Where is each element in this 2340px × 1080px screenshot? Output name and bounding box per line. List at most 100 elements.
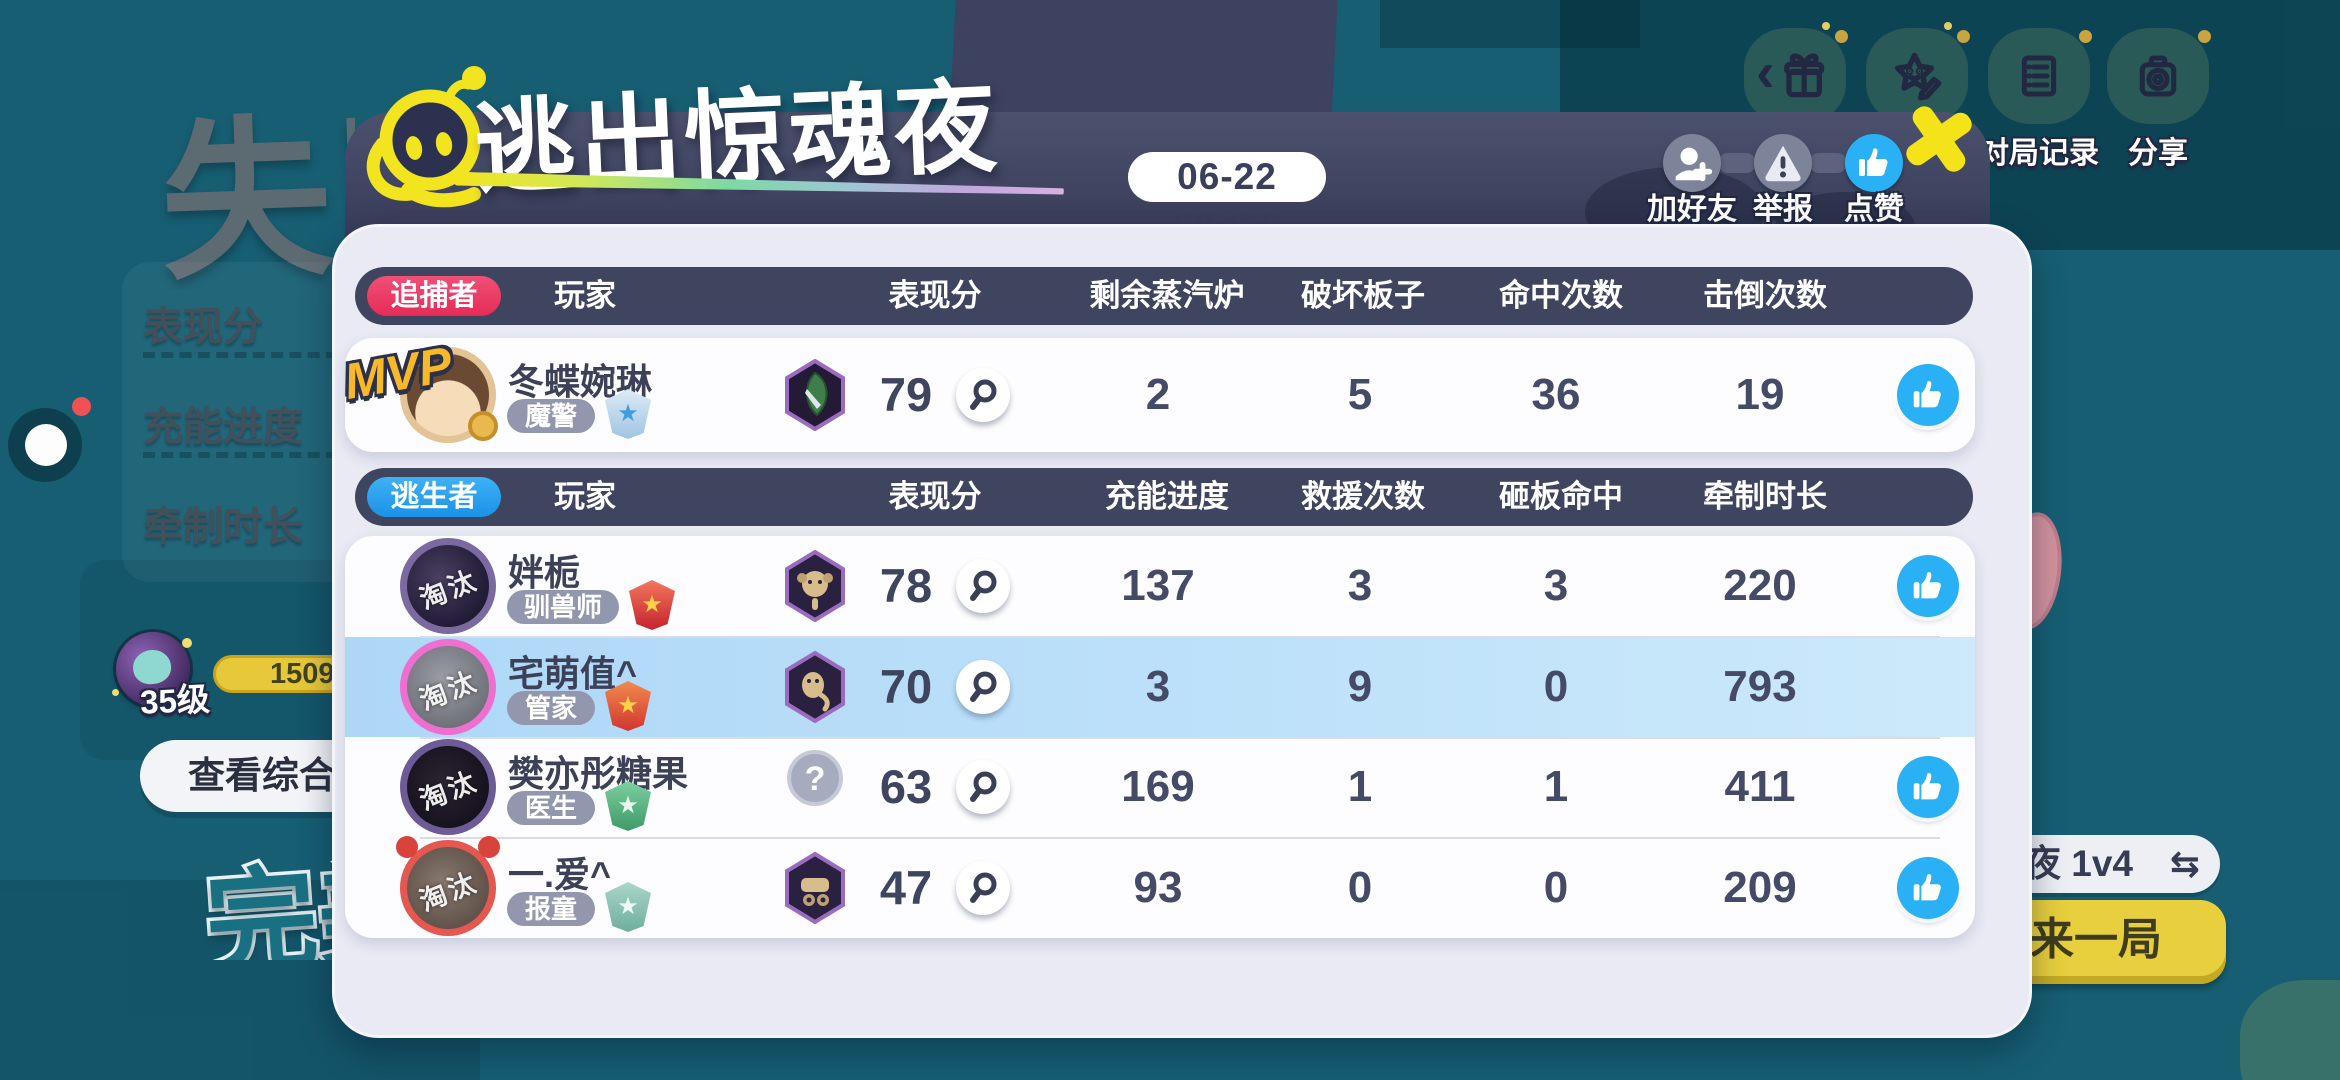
chain-link	[1809, 153, 1847, 173]
stat-cell: 19	[1735, 370, 1785, 419]
character-emblem-cart-icon	[785, 852, 845, 924]
side-stat-label: 充能进度	[143, 405, 303, 449]
column-header: 玩家	[554, 479, 616, 514]
column-header: 砸板命中	[1499, 479, 1623, 514]
column-header: 剩余蒸汽炉	[1089, 278, 1245, 313]
stat-cell: 137	[1121, 561, 1195, 610]
chain-link	[1718, 153, 1756, 173]
match-history-button[interactable]	[1988, 28, 2092, 124]
avatar[interactable]	[400, 347, 498, 443]
row-divider	[420, 636, 1940, 638]
stat-cell: 411	[1724, 762, 1796, 811]
close-button[interactable]	[1898, 98, 1979, 179]
stat-cell: 793	[1723, 662, 1797, 711]
rank-crest-icon: ★	[605, 389, 651, 439]
crest-star: ★	[617, 792, 639, 819]
like-player-button[interactable]	[1897, 857, 1959, 919]
avatar-image	[407, 545, 489, 627]
crest-star: ★	[617, 893, 639, 920]
avatar[interactable]: 淘汰	[396, 836, 500, 936]
background-shade	[1380, 0, 1640, 48]
stat-cell: 3	[1347, 561, 1373, 610]
side-stats-panel	[122, 262, 357, 582]
row-divider	[420, 737, 1940, 739]
add-friend-icon	[1675, 147, 1713, 182]
stat-cell: 3	[1543, 561, 1569, 610]
like-player-button[interactable]	[1897, 364, 1959, 426]
player-name: 樊亦彤糖果	[508, 753, 689, 794]
column-header: 表现分	[888, 278, 982, 313]
add-friend-button[interactable]	[1663, 134, 1721, 192]
crest-star: ★	[617, 692, 639, 719]
performance-score: 70	[879, 660, 933, 713]
column-header: 牵制时长	[1703, 479, 1827, 514]
like-player-button[interactable]	[1897, 756, 1959, 818]
emblem-unknown-badge: ?	[787, 750, 843, 806]
stat-cell: 0	[1543, 662, 1569, 711]
report-label: 举报	[1753, 193, 1813, 226]
score-detail-button[interactable]	[956, 559, 1010, 613]
sparkle-icon	[1822, 22, 1830, 30]
sparkle-icon	[1835, 30, 1848, 43]
column-header: 命中次数	[1499, 278, 1623, 313]
match-timestamp: 06-22 08:52	[1128, 152, 1326, 247]
record-indicator-dot	[25, 424, 67, 466]
report-warning-icon	[1765, 145, 1801, 182]
crest-star: ★	[617, 400, 639, 427]
like-player-button[interactable]	[1897, 555, 1959, 617]
column-header: 表现分	[888, 479, 982, 514]
player-level-medal	[112, 632, 192, 706]
column-header: 破坏板子	[1301, 278, 1425, 313]
score-detail-button[interactable]	[956, 368, 1010, 422]
chevron-left-icon: ‹	[1756, 40, 1775, 103]
background-shade	[2240, 980, 2340, 1080]
report-button[interactable]	[1754, 134, 1812, 192]
character-emblem-leaf-icon	[785, 359, 845, 431]
share-button[interactable]	[2107, 28, 2211, 124]
exp-bar-clip: 1509	[213, 655, 333, 697]
magnifier-icon	[970, 771, 997, 802]
role-badge: 驯兽师	[507, 590, 619, 624]
rank-crest-icon: ★	[605, 882, 651, 932]
perfect-grade-text: 完美	[205, 844, 335, 960]
role-badge: 报童	[507, 892, 595, 926]
stat-cell: 1	[1347, 762, 1373, 811]
thumbs-up-icon	[1913, 381, 1941, 408]
view-summary-button[interactable]: 查看综合	[140, 740, 333, 812]
avatar[interactable]: 淘汰	[400, 639, 496, 735]
player-name: 姅栀	[508, 552, 581, 593]
score-detail-button[interactable]	[956, 861, 1010, 915]
role-badge: 管家	[507, 691, 595, 725]
stat-cell: 93	[1133, 863, 1183, 912]
escaper-team-badge: 逃生者	[367, 477, 501, 517]
like-button-global[interactable]	[1845, 134, 1903, 192]
crest-star: ★	[641, 591, 663, 618]
exp-value: 1509	[270, 658, 333, 690]
side-stat-label: 表现分	[143, 305, 263, 349]
stat-cell: 0	[1543, 863, 1569, 912]
escaper-table-header: 逃生者 玩家 表现分 充能进度 救援次数 砸板命中 牵制时长	[355, 468, 1973, 526]
stat-cell: 2	[1145, 370, 1171, 419]
pocket-watch-icon	[468, 411, 498, 441]
character-emblem-scorpion-icon	[785, 651, 845, 723]
score-detail-button[interactable]	[956, 660, 1010, 714]
score-detail-button[interactable]	[956, 760, 1010, 814]
magnifier-icon	[970, 570, 997, 601]
match-reward-button[interactable]: ‹	[1744, 22, 1848, 124]
stat-cell: 9	[1347, 662, 1373, 711]
sparkle-icon	[2079, 30, 2092, 43]
rank-crest-icon: ★	[605, 681, 651, 731]
thumbs-up-icon	[1913, 773, 1941, 800]
sparkle-icon	[1944, 22, 1952, 30]
perfect-text-clip: 完美	[205, 830, 335, 960]
avatar[interactable]: 淘汰	[400, 739, 496, 835]
stat-cell: 169	[1121, 762, 1195, 811]
play-again-label: 来一局	[2030, 915, 2162, 964]
column-header: 玩家	[554, 278, 616, 313]
play-again-button[interactable]: 来一局	[1994, 900, 2226, 984]
magnifier-icon	[970, 379, 997, 410]
sparkle-icon	[182, 638, 192, 648]
avatar[interactable]: 淘汰	[400, 538, 496, 634]
row-divider	[420, 837, 1940, 839]
exp-progress-pill: 1509	[213, 655, 333, 693]
